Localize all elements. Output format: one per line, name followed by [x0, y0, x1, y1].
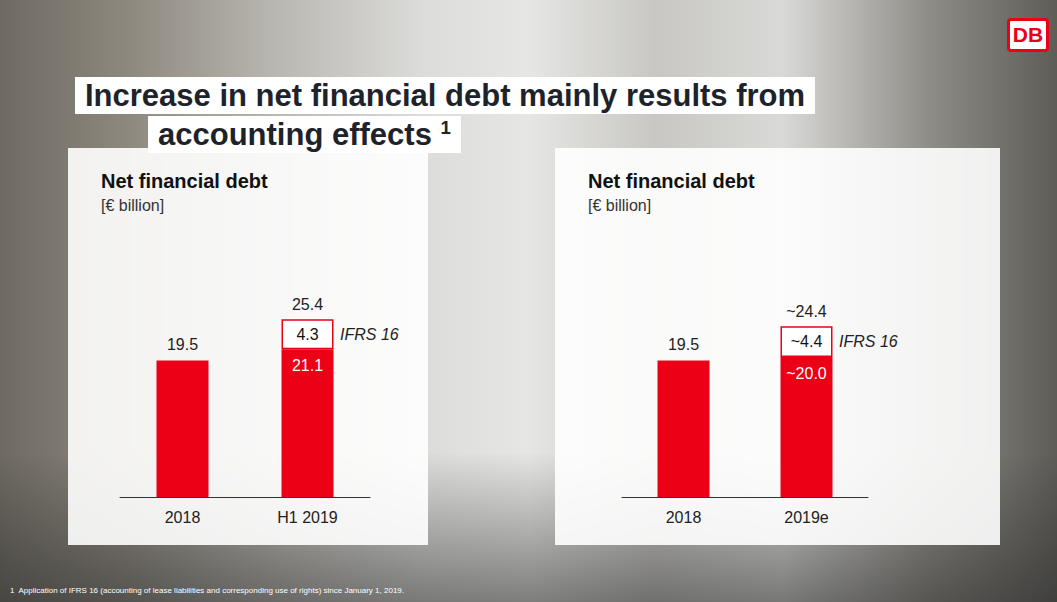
svg-text:IFRS 16: IFRS 16: [839, 333, 898, 350]
html-text:DB: DB: [1012, 23, 1044, 46]
svg-text:4.3: 4.3: [296, 326, 318, 343]
svg-text:[€ billion]: [€ billion]: [588, 197, 651, 214]
svg-text:2018: 2018: [666, 509, 702, 526]
svg-text:Net financial debt: Net financial debt: [101, 170, 268, 192]
svg-text:~4.4: ~4.4: [791, 333, 823, 350]
svg-text:2018: 2018: [165, 509, 201, 526]
html-text:Increase in net financial debt: Increase in net financial debt mainly re…: [85, 78, 806, 152]
svg-text:21.1: 21.1: [292, 357, 323, 374]
svg-text:[€ billion]: [€ billion]: [101, 197, 164, 214]
svg-text:~24.4: ~24.4: [786, 303, 827, 320]
svg-text:H1 2019: H1 2019: [277, 509, 338, 526]
html-text:1 Application of IFRS 16 (acco: 1 Application of IFRS 16 (accounting of …: [10, 586, 404, 595]
svg-text:19.5: 19.5: [668, 336, 699, 353]
svg-text:19.5: 19.5: [167, 336, 198, 353]
svg-text:25.4: 25.4: [292, 296, 323, 313]
svg-text:2019e: 2019e: [784, 509, 829, 526]
svg-text:~20.0: ~20.0: [786, 365, 827, 382]
svg-text:Net financial debt: Net financial debt: [588, 170, 755, 192]
svg-text:IFRS 16: IFRS 16: [340, 326, 399, 343]
